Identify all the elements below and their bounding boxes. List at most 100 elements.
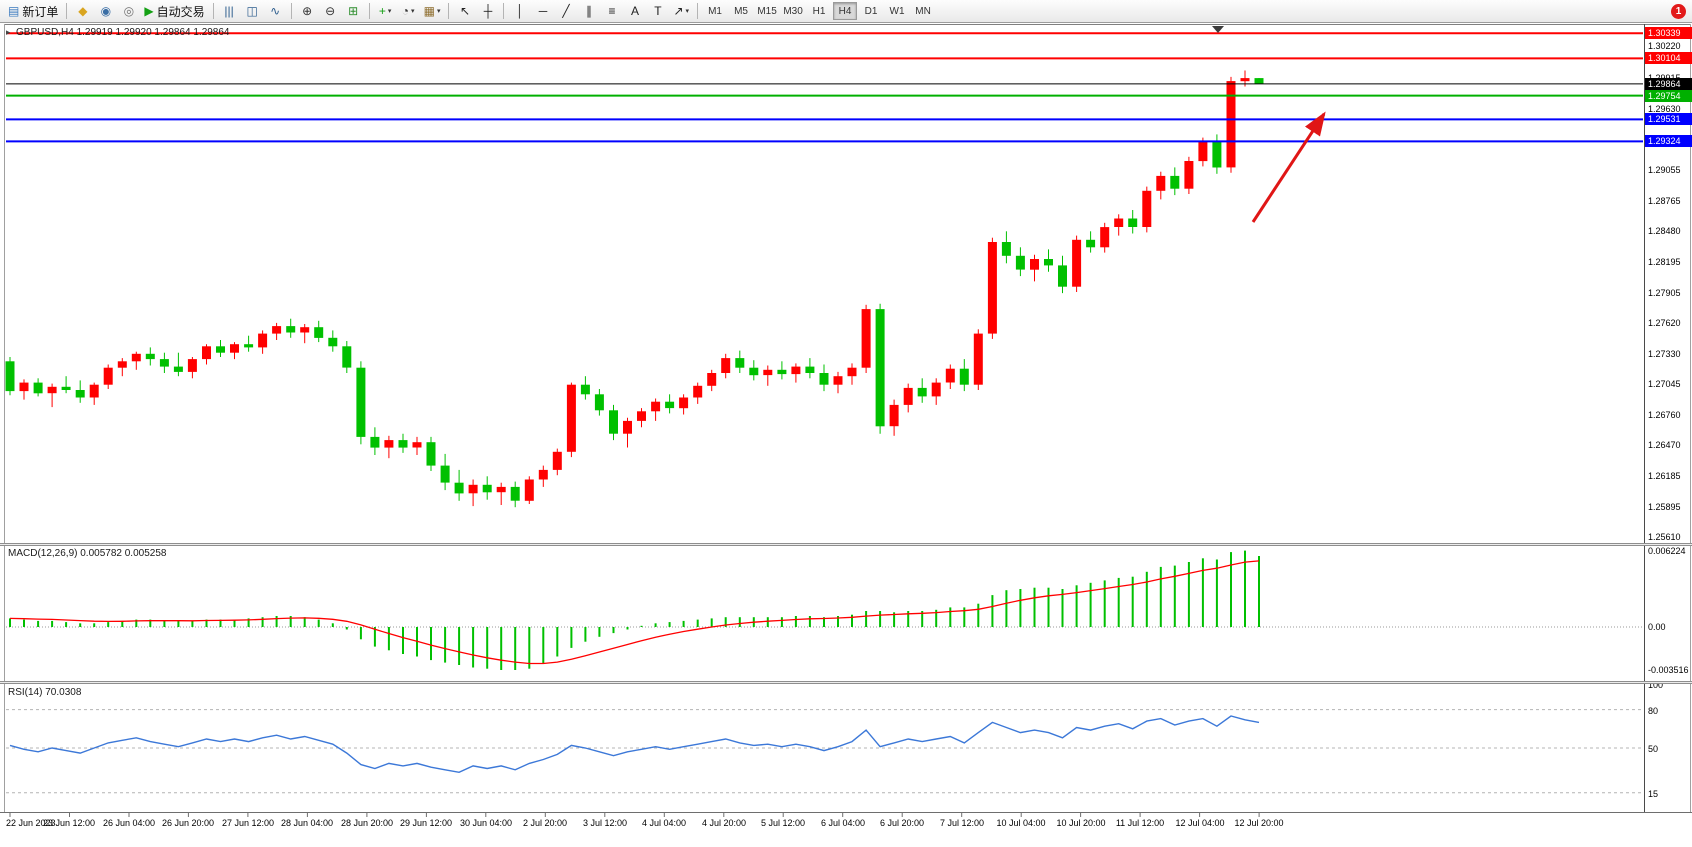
new-order-button[interactable]: ▤ 新订单: [5, 2, 61, 21]
one-click-trading-toggle[interactable]: ▸: [6, 27, 11, 37]
indicators-button[interactable]: + ▾: [375, 2, 396, 21]
time-axis[interactable]: [0, 813, 1692, 847]
time-axis-label: 28 Jun 04:00: [280, 818, 334, 828]
timeframe-h1-button[interactable]: H1: [812, 5, 826, 17]
metaeditor-button[interactable]: ◆: [72, 2, 93, 21]
timeframe-m30-button[interactable]: M30: [783, 5, 803, 17]
periods-icon: ◔: [401, 4, 409, 18]
time-axis-label: 3 Jul 12:00: [582, 818, 628, 828]
timeframe-d1-button[interactable]: D1: [864, 5, 878, 17]
data-window-icon: ◎: [123, 4, 135, 18]
timeframe-m1-button[interactable]: M1: [708, 5, 722, 17]
crosshair-button[interactable]: ┼: [477, 2, 498, 21]
timeframe-mn-button[interactable]: MN: [915, 5, 931, 17]
chart-shift-marker-icon[interactable]: [1212, 26, 1224, 33]
rsi-axis-label: 50: [1648, 744, 1659, 754]
timeframe-w1-button[interactable]: W1: [889, 5, 905, 17]
horizontal-line-button[interactable]: ─: [532, 2, 553, 21]
price-axis-label: 1.27330: [1648, 349, 1681, 359]
line-chart-mode-button[interactable]: ∿: [265, 2, 286, 21]
pane-divider-main-macd[interactable]: [0, 543, 1692, 546]
timeframe-m5-button[interactable]: M5: [734, 5, 748, 17]
autotrading-icon: ▶: [144, 4, 154, 18]
autotrading-label: 自动交易: [156, 4, 205, 19]
equidistant-channel-icon: ∥: [585, 4, 592, 18]
metaeditor-icon: ◆: [78, 4, 88, 18]
time-axis-label: 5 Jul 12:00: [760, 818, 806, 828]
crosshair-icon: ┼: [483, 4, 493, 18]
candlestick-mode-button[interactable]: ◫: [242, 2, 263, 21]
trendline-button[interactable]: ╱: [555, 2, 576, 21]
notification-badge[interactable]: 1: [1671, 4, 1686, 19]
toolbar-separator: [448, 3, 450, 19]
price-axis-label: 1.27620: [1648, 318, 1681, 328]
tile-windows-icon: ⊞: [348, 4, 359, 18]
time-axis-label: 23 Jun 12:00: [42, 818, 96, 828]
zoom-out-button[interactable]: ⊖: [320, 2, 341, 21]
macd-title: MACD(12,26,9) 0.005782 0.005258: [8, 548, 167, 559]
candlestick-mode-icon: ◫: [246, 4, 258, 18]
time-axis-label: 4 Jul 20:00: [701, 818, 747, 828]
time-axis-label: 27 Jun 12:00: [221, 818, 275, 828]
macd-signal-line: [9, 560, 1260, 665]
equidistant-channel-button[interactable]: ∥: [578, 2, 599, 21]
trendline-icon: ╱: [562, 4, 570, 18]
timeframe-m15-button[interactable]: M15: [757, 5, 777, 17]
bar-chart-mode-icon: |||: [224, 4, 234, 18]
price-axis-label: 1.30220: [1648, 41, 1681, 51]
macd-histogram: [9, 550, 1260, 670]
price-line-label: 1.29324: [1645, 135, 1692, 147]
timeframe-h4-button[interactable]: H4: [833, 2, 858, 20]
indicators-icon: +: [378, 4, 386, 18]
cursor-icon: ↖: [459, 4, 470, 18]
rsi-line: [9, 715, 1260, 774]
time-axis-label: 10 Jul 04:00: [996, 818, 1046, 828]
macd-axis-label: 0.00: [1648, 622, 1666, 632]
market-watch-icon: ◉: [100, 4, 112, 18]
macd-axis-label: -0.003516: [1648, 665, 1689, 675]
toolbar: ▤ 新订单 ◆ ◉ ◎ ▶ 自动交易 ||| ◫ ∿ ⊕ ⊖ ⊞ + ▾ ◔ ▾ ▦ ▾ ↖ ┼ │ ─ ╱ ∥ ≡ A T ↗ ▾ M1 M…: [0, 0, 1692, 23]
price-line-label: 1.30339: [1645, 27, 1692, 39]
time-axis-label: 7 Jul 12:00: [939, 818, 985, 828]
periods-button[interactable]: ◔ ▾: [398, 2, 419, 21]
time-axis-label: 12 Jul 04:00: [1175, 818, 1225, 828]
price-axis-label: 1.29055: [1648, 165, 1681, 175]
time-axis-label: 10 Jul 20:00: [1056, 818, 1106, 828]
cursor-button[interactable]: ↖: [454, 2, 475, 21]
zoom-in-button[interactable]: ⊕: [297, 2, 318, 21]
rsi-axis-label: 80: [1648, 706, 1659, 716]
zoom-in-icon: ⊕: [302, 4, 313, 18]
fibonacci-button[interactable]: ≡: [601, 2, 622, 21]
vertical-line-button[interactable]: │: [509, 2, 530, 21]
time-axis-label: 12 Jul 20:00: [1234, 818, 1284, 828]
time-axis-label: 22 Jun 2023: [6, 818, 56, 828]
line-chart-mode-icon: ∿: [270, 4, 281, 18]
chart-title: GBPUSD,H4 1.29919 1.29920 1.29864 1.2986…: [16, 27, 230, 38]
text-tool-icon: A: [630, 4, 639, 18]
market-watch-button[interactable]: ◉: [95, 2, 116, 21]
price-axis-label: 1.26185: [1648, 471, 1681, 481]
autotrading-button[interactable]: ▶ 自动交易: [141, 2, 207, 21]
price-scale[interactable]: [1645, 24, 1692, 812]
templates-button[interactable]: ▦ ▾: [421, 2, 444, 21]
time-axis-label: 30 Jun 04:00: [459, 818, 513, 828]
price-axis-label: 1.28765: [1648, 196, 1681, 206]
fibonacci-icon: ≡: [608, 4, 616, 18]
price-axis-label: 1.27045: [1648, 379, 1681, 389]
data-window-button[interactable]: ◎: [118, 2, 139, 21]
annotation-arrow[interactable]: [1251, 111, 1326, 223]
new-order-label: 新订单: [22, 4, 59, 19]
text-tool-button[interactable]: A: [624, 2, 645, 21]
toolbar-separator: [503, 3, 505, 19]
arrows-tool-button[interactable]: ↗ ▾: [670, 2, 692, 21]
candlestick-series: [5, 70, 1264, 508]
horizontal-line-icon: ─: [538, 4, 548, 18]
pane-divider-macd-rsi[interactable]: [0, 681, 1692, 684]
bar-chart-mode-button[interactable]: |||: [219, 2, 240, 21]
dropdown-caret-icon: ▾: [410, 8, 415, 15]
new-order-icon: ▤: [8, 4, 20, 18]
dropdown-caret-icon: ▾: [685, 8, 690, 15]
tile-windows-button[interactable]: ⊞: [343, 2, 364, 21]
label-tool-button[interactable]: T: [647, 2, 668, 21]
